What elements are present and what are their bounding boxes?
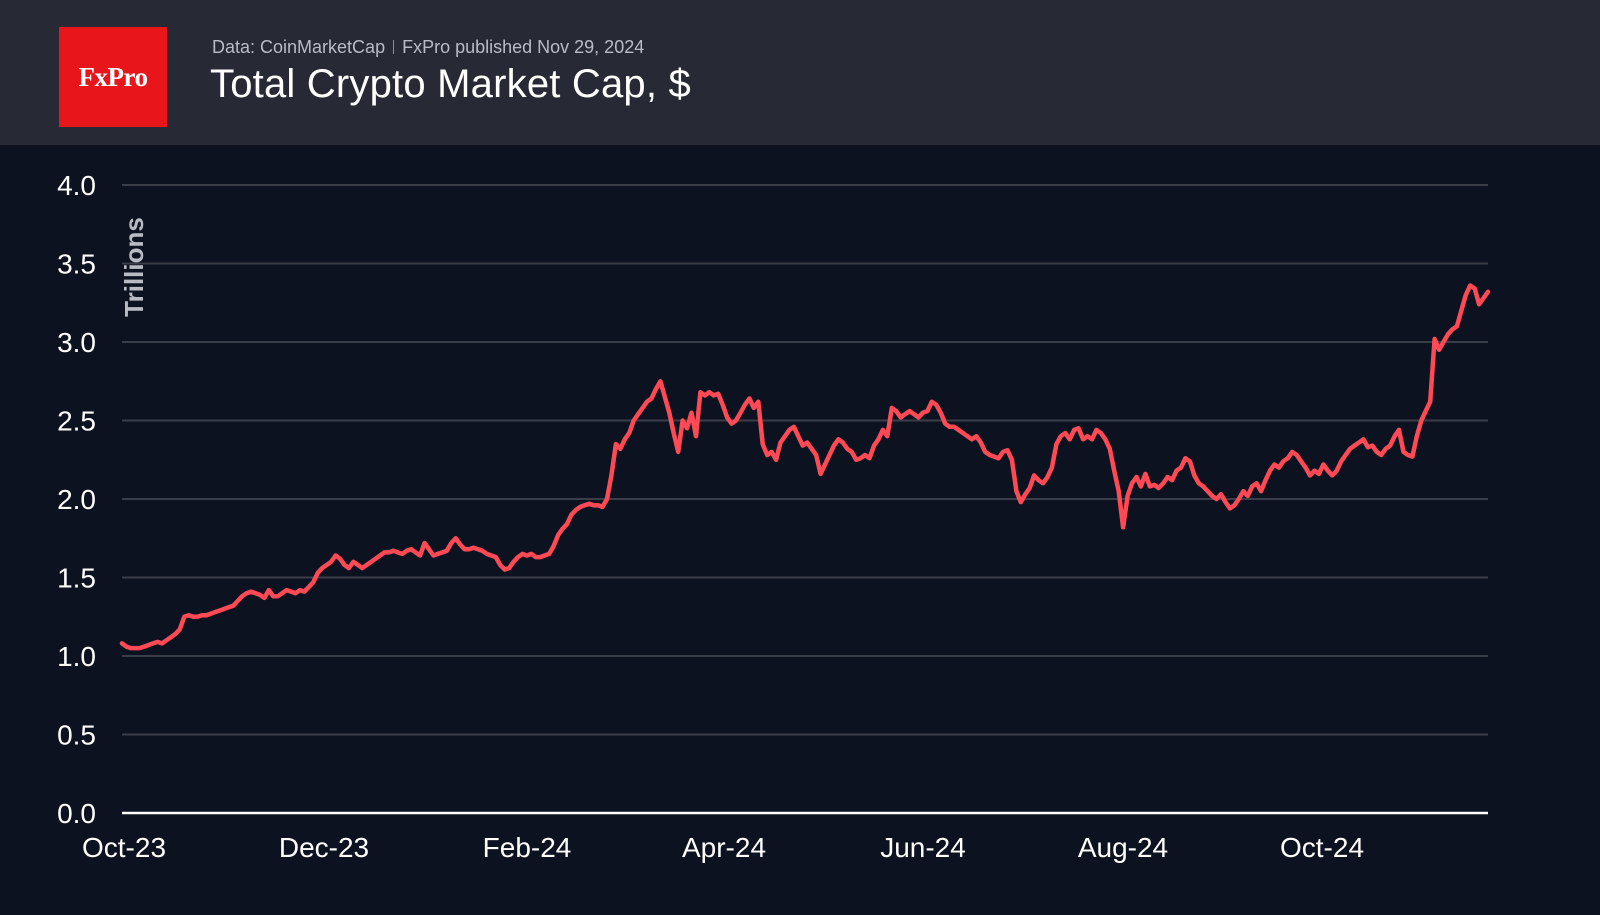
y-axis-label: Trillions [119,217,149,317]
fxpro-logo: FxPro [59,27,167,127]
chart-header: FxPro Data: CoinMarketCap FxPro published… [0,0,1600,145]
y-tick-label: 0.5 [57,720,96,751]
source-text: Data: CoinMarketCap [212,37,386,57]
y-tick-label: 1.5 [57,563,96,594]
x-tick-label: Feb-24 [483,832,572,863]
separator [393,40,395,54]
x-tick-label: Dec-23 [279,832,369,863]
x-tick-label: Oct-23 [82,832,166,863]
chart-area: 0.0 0.5 1.0 1.5 2.0 2.5 3.0 3.5 4.0 Oct-23 Dec-23 F… [0,145,1600,915]
y-tick-label: 2.5 [57,406,96,437]
y-tick-label: 4.0 [57,170,96,201]
chart-source-line: Data: CoinMarketCap FxPro published Nov 2… [212,37,644,58]
x-tick-label: Apr-24 [682,832,766,863]
chart-title: Total Crypto Market Cap, $ [210,62,691,106]
y-tick-label: 3.0 [57,327,96,358]
published-text: FxPro published Nov 29, 2024 [402,37,645,57]
y-tick-label: 0.0 [57,798,96,829]
y-tick-label: 1.0 [57,641,96,672]
x-tick-label: Jun-24 [880,832,966,863]
y-tick-label: 2.0 [57,484,96,515]
y-tick-label: 3.5 [57,249,96,280]
x-tick-label: Oct-24 [1280,832,1364,863]
logo-text: FxPro [78,61,148,92]
x-tick-label: Aug-24 [1078,832,1168,863]
line-chart: 0.0 0.5 1.0 1.5 2.0 2.5 3.0 3.5 4.0 Oct-23 Dec-23 F… [57,170,1491,863]
market-cap-series-line [119,283,1491,651]
